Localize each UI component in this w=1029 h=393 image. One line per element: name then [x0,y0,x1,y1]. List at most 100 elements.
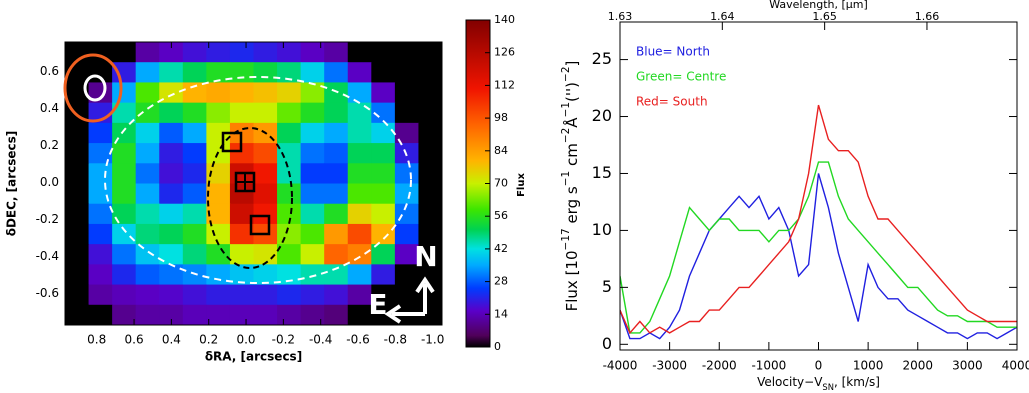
heatmap-cell [65,304,90,326]
x-tick-label: -1.0 [421,333,444,347]
heatmap-cell [347,102,372,124]
heatmap-cell [182,183,207,205]
heatmap-cell [65,223,90,245]
core-ellipse [207,127,293,269]
heatmap-cell [277,203,302,225]
y-tick-label: 10 [592,220,612,239]
x-tick-label: 3000 [952,359,983,373]
heatmap-cell [182,82,207,104]
heatmap-cell [418,42,443,63]
heatmap-cell [112,42,137,63]
compass-arrows [384,276,435,324]
heatmap-cell [347,42,372,63]
heatmap-cell [300,223,325,245]
heatmap-cell [324,62,349,83]
heatmap-cell [277,183,302,205]
heatmap-cell [159,223,184,245]
region-marker [63,53,123,123]
heatmap-cell [65,203,90,225]
colorbar-tick-label: 98 [494,111,508,124]
axis-label: Velocity−VSN, [km/s] [757,375,880,392]
x-axis-label: δRA, [arcsecs] [205,350,302,364]
label-part: −1 [560,102,572,117]
aperture [221,131,243,153]
heatmap-cell [229,264,254,286]
x2-tick-label: 1.64 [710,10,735,23]
heatmap-cell [112,143,137,164]
y-tick-label: 0.0 [40,175,59,189]
heatmap-cell [135,143,160,164]
colorbar-tick-label: 0 [494,340,501,353]
ring-ellipse [104,76,412,284]
heatmap-cell [347,264,372,286]
y-tick-label: 20 [592,106,612,125]
heatmap-cell [229,143,254,164]
heatmap-cell [418,203,443,225]
heatmap-cell [229,183,254,205]
heatmap-cell [418,82,443,104]
heatmap-cell [371,203,396,225]
heatmap-cell [65,183,90,205]
heatmap-cell [65,82,90,104]
heatmap-cell [182,203,207,225]
heatmap-cell [182,223,207,245]
x-tick-label: -1000 [751,359,786,373]
heatmap-cell [277,82,302,104]
heatmap-cell [135,62,160,83]
heatmap-cell [324,223,349,245]
heatmap-cell [371,102,396,124]
heatmap-cell [253,284,278,306]
heatmap-cell [159,62,184,83]
colorbar-tick-label: 70 [494,177,508,190]
heatmap-cell [88,143,113,164]
heatmap-cell [418,102,443,124]
heatmap-cell [418,122,443,144]
heatmap-cell [135,102,160,124]
heatmap-cell [88,284,113,306]
heatmap-cell [347,183,372,205]
heatmap-cell [182,62,207,83]
heatmap-cell [206,62,231,83]
heatmap-cell [347,203,372,225]
heatmap-cell [253,42,278,63]
heatmap-cell [206,304,231,326]
heatmap-cell [182,163,207,184]
heatmap-cell [418,62,443,83]
y-tick-label: -0.4 [36,249,59,263]
y-tick-label: 0.6 [40,64,59,78]
heatmap-cell [65,122,90,144]
y-tick-label: 0 [602,334,612,353]
heatmap-cell [135,82,160,104]
heatmap-cell [182,244,207,265]
heatmap-cell [253,82,278,104]
heatmap-cell [159,122,184,144]
y-tick-label: 15 [592,163,612,182]
heatmap-cell [253,264,278,286]
heatmap-cell [65,284,90,306]
heatmap-cell [324,143,349,164]
heatmap-cell [112,82,137,104]
heatmap-cell [371,163,396,184]
heatmap-cell [418,163,443,184]
heatmap-cell [88,183,113,205]
x-tick-label: -0.8 [384,333,407,347]
heatmap-cell [112,203,137,225]
heatmap-cell [324,284,349,306]
heatmap-cell [229,102,254,124]
line-series [620,161,1017,334]
heatmap-cell [159,82,184,104]
heatmap-cell [347,122,372,144]
heatmap-cell [206,122,231,144]
heatmap-cell [300,284,325,306]
label-part: , [km/s] [834,375,880,389]
heatmap-cell [206,203,231,225]
heatmap-cell [135,244,160,265]
heatmap-cell [300,143,325,164]
colorbar-tick-label: 126 [494,46,515,59]
heatmap-cell [112,102,137,124]
heatmap-cell [159,244,184,265]
x-tick-label: 4000 [1002,359,1029,373]
heatmap-cell [135,223,160,245]
heatmap-cell [135,284,160,306]
heatmap-cell [206,42,231,63]
